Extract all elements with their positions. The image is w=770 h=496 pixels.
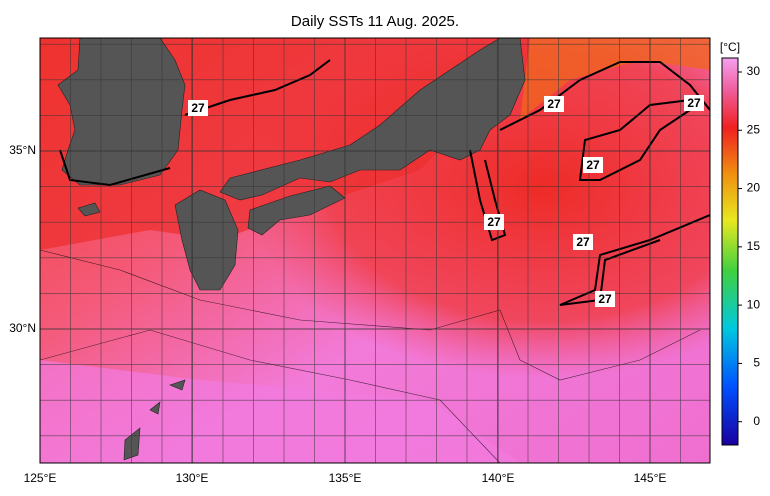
colorbar-tick-label: 30 (747, 64, 761, 78)
x-axis-label: 145°E (634, 471, 667, 485)
contour-label: 27 (586, 158, 600, 172)
title: Daily SSTs 11 Aug. 2025. (291, 13, 459, 30)
colorbar-tick-label: 25 (747, 122, 761, 136)
contour-label: 27 (576, 235, 590, 249)
colorbar-tick-label: 20 (747, 181, 761, 195)
contour-label-box (188, 100, 208, 116)
x-axis-label: 125°E (24, 471, 57, 485)
contour-label: 27 (191, 101, 205, 115)
contour-label: 27 (598, 292, 612, 306)
contour-label: 27 (687, 96, 701, 110)
colorbar-tick-label: 10 (747, 297, 761, 311)
land (57, 38, 526, 461)
x-axis-label: 140°E (482, 471, 515, 485)
colorbar-tick-label: 5 (753, 356, 760, 370)
contour-label-box (484, 214, 504, 230)
contour-label-box (684, 95, 704, 111)
contour-label-box (573, 234, 593, 250)
contour-label: 27 (487, 215, 501, 229)
y-axis-label: 30°N (9, 321, 36, 335)
colorbar (721, 57, 739, 446)
map-frame (39, 37, 711, 464)
colorbar-tick-label: 0 (753, 414, 760, 428)
y-axis-label: 35°N (9, 143, 36, 157)
colorbar-unit: [°C] (720, 40, 740, 54)
contour-label-box (544, 96, 564, 112)
contour-label-box (583, 157, 603, 173)
contour-label: 27 (547, 97, 561, 111)
map-area (40, 38, 710, 463)
colorbar-tick-label: 15 (747, 239, 761, 253)
x-axis-label: 130°E (176, 471, 209, 485)
x-axis-label: 135°E (329, 471, 362, 485)
contour-label-box (595, 291, 615, 307)
